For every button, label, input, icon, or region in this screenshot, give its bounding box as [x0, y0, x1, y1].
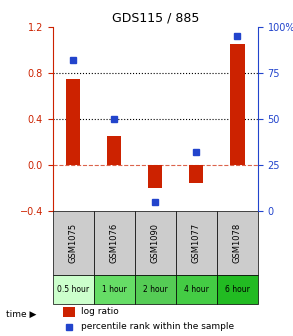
Text: log ratio: log ratio: [81, 307, 119, 316]
FancyBboxPatch shape: [53, 275, 94, 304]
FancyBboxPatch shape: [94, 275, 135, 304]
Text: 4 hour: 4 hour: [184, 285, 209, 294]
Bar: [230, 44, 244, 165]
FancyBboxPatch shape: [176, 275, 217, 304]
Bar: [148, 165, 162, 188]
Text: 0.5 hour: 0.5 hour: [57, 285, 89, 294]
Text: GSM1090: GSM1090: [151, 223, 160, 263]
Text: 6 hour: 6 hour: [225, 285, 250, 294]
Text: GSM1076: GSM1076: [110, 223, 119, 263]
FancyBboxPatch shape: [176, 211, 217, 275]
FancyBboxPatch shape: [94, 211, 135, 275]
Text: percentile rank within the sample: percentile rank within the sample: [81, 322, 235, 331]
Text: GSM1078: GSM1078: [233, 223, 242, 263]
Text: 2 hour: 2 hour: [143, 285, 168, 294]
Bar: [107, 136, 121, 165]
Bar: [189, 165, 204, 182]
Title: GDS115 / 885: GDS115 / 885: [112, 11, 199, 24]
Text: GSM1075: GSM1075: [69, 223, 78, 263]
Text: time ▶: time ▶: [6, 310, 36, 319]
Text: GSM1077: GSM1077: [192, 223, 201, 263]
Bar: [66, 79, 80, 165]
FancyBboxPatch shape: [135, 211, 176, 275]
FancyBboxPatch shape: [53, 211, 94, 275]
Text: 1 hour: 1 hour: [102, 285, 127, 294]
FancyBboxPatch shape: [217, 211, 258, 275]
FancyBboxPatch shape: [135, 275, 176, 304]
FancyBboxPatch shape: [217, 275, 258, 304]
Bar: [63, 306, 75, 317]
